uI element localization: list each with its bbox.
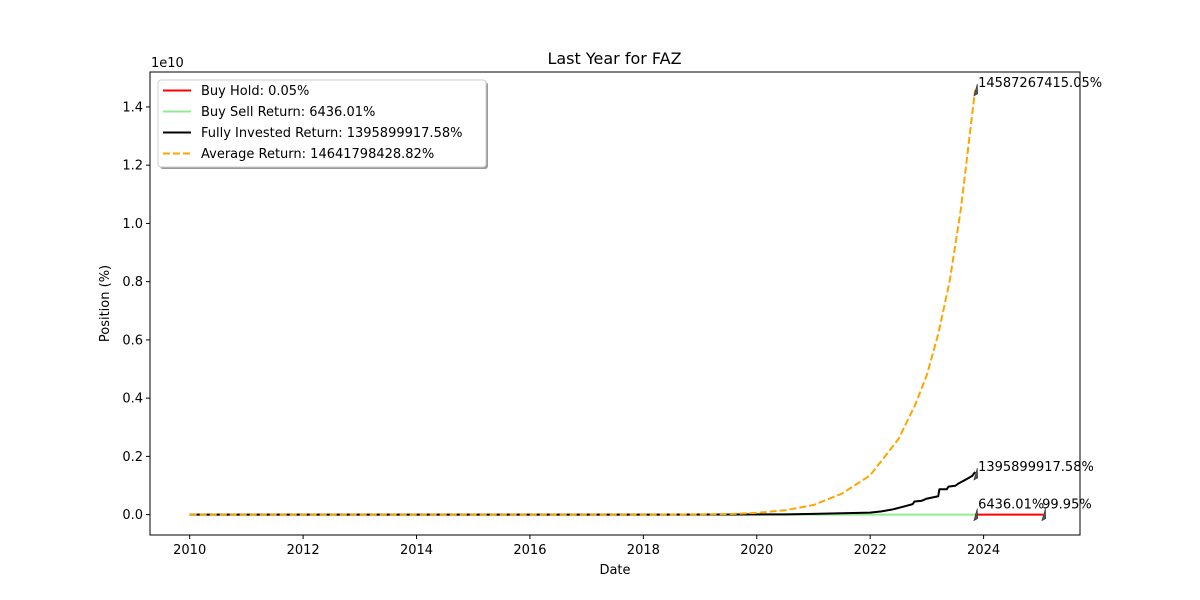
annotation-arrow bbox=[973, 467, 978, 481]
annotation-label: 6436.01% bbox=[978, 498, 1044, 513]
annotation-label: 14587267415.05% bbox=[978, 76, 1102, 91]
plot-frame bbox=[149, 71, 1081, 536]
y-tick-label: 1.2 bbox=[122, 159, 143, 174]
legend-label: Buy Sell Return: 6436.01% bbox=[201, 105, 375, 120]
x-tick-label: 2024 bbox=[967, 543, 1000, 558]
annotation-arrow bbox=[973, 83, 978, 97]
y-tick-label: 0.6 bbox=[122, 333, 143, 348]
x-tick-label: 2010 bbox=[173, 543, 206, 558]
marker-layer bbox=[973, 83, 1047, 522]
x-tick-label: 2012 bbox=[287, 543, 320, 558]
x-tick-label: 2014 bbox=[400, 543, 433, 558]
y-axis-label: Position (%) bbox=[98, 265, 113, 342]
y-scale-label: 1e10 bbox=[151, 56, 184, 71]
x-tick-label: 2022 bbox=[854, 543, 887, 558]
annotation-label: 1395899917.58% bbox=[978, 460, 1094, 475]
y-axis: 0.0 0.2 0.4 0.6 0.8 1.0 1.2 1.4 bbox=[122, 100, 150, 523]
x-tick-label: 2020 bbox=[740, 543, 773, 558]
annotation-label: 99.95% bbox=[1042, 498, 1092, 513]
x-tick-label: 2016 bbox=[513, 543, 546, 558]
annotation-layer: 14587267415.05% 1395899917.58% 6436.01%99.… bbox=[978, 76, 1102, 513]
x-axis-label: Date bbox=[599, 563, 630, 578]
x-tick-label: 2018 bbox=[627, 543, 660, 558]
annotation-arrow bbox=[973, 508, 978, 522]
legend-label: Fully Invested Return: 1395899917.58% bbox=[201, 126, 462, 141]
series-line-2 bbox=[189, 471, 976, 516]
series-line-3 bbox=[189, 89, 977, 516]
legend-label: Average Return: 14641798428.82% bbox=[201, 147, 434, 162]
y-tick-label: 1.4 bbox=[122, 100, 143, 115]
x-axis: 2010 2012 2014 2016 2018 2020 2022 2024 bbox=[173, 535, 1000, 558]
annotation-arrow bbox=[1041, 508, 1047, 522]
legend-box bbox=[157, 79, 487, 168]
series-layer bbox=[189, 89, 1044, 516]
y-tick-label: 0.0 bbox=[122, 508, 143, 523]
y-tick-label: 0.8 bbox=[122, 275, 143, 290]
y-tick-label: 1.0 bbox=[122, 217, 143, 232]
y-tick-label: 0.2 bbox=[122, 450, 143, 465]
chart-title: Last Year for FAZ bbox=[547, 49, 681, 68]
legend: Buy Hold: 0.05% Buy Sell Return: 6436.01%… bbox=[157, 79, 488, 169]
y-tick-label: 0.4 bbox=[122, 392, 143, 407]
legend-label: Buy Hold: 0.05% bbox=[201, 84, 309, 99]
